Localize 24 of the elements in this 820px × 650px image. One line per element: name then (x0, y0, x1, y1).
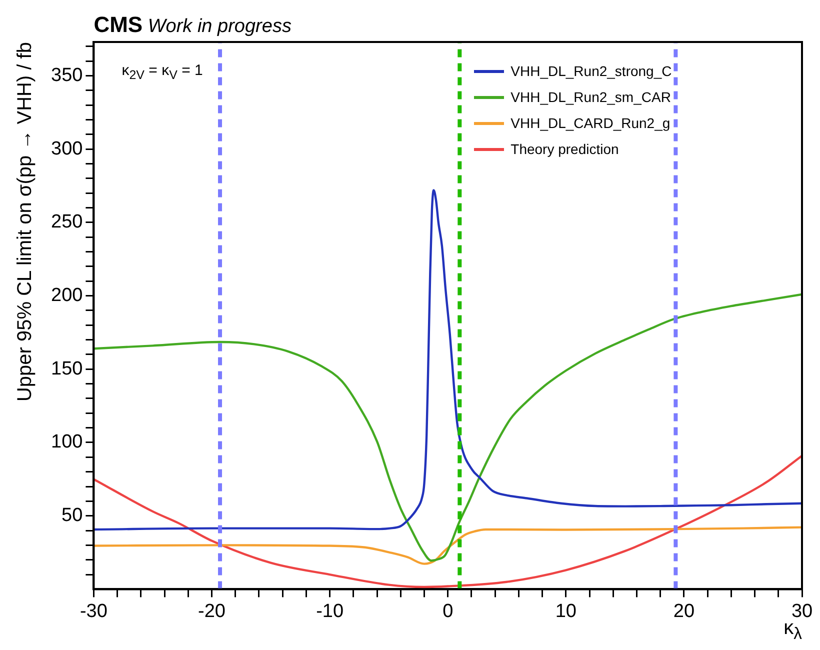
y-tick-label: 350 (51, 64, 83, 86)
x-tick-label: -10 (316, 600, 344, 622)
chart-subtitle: Work in progress (146, 16, 292, 37)
x-tick-label: 20 (673, 600, 695, 622)
y-tick-label: 100 (51, 432, 83, 453)
y-tick-label: 300 (51, 138, 83, 160)
x-tick-label: -30 (80, 600, 108, 622)
y-tick-label: 50 (62, 505, 83, 526)
x-tick-label: 10 (555, 600, 576, 622)
legend-label: VHH_DL_Run2_strong_C (510, 63, 672, 79)
annotation: κ$_{2V}$ = κ$_{V}$ = 1 (122, 62, 203, 82)
chart-title: CMS (94, 12, 143, 37)
y-tick-label: 200 (51, 285, 83, 306)
legend-label: VHH_DL_CARD_Run2_g (510, 115, 670, 131)
line-series (94, 293, 802, 562)
x-tick-label: 0 (442, 600, 454, 622)
y-axis-title: Upper 95% CL limit on σ(pp → VHH) / fb (14, 42, 37, 402)
line-series (94, 526, 802, 565)
legend-label: Theory prediction (510, 141, 619, 157)
y-tick-label: 150 (51, 358, 83, 380)
legend-label: VHH_DL_Run2_sm_CAR (510, 89, 671, 105)
y-tick-label: 250 (51, 212, 83, 233)
line-series (94, 189, 802, 531)
x-tick-label: -20 (198, 600, 226, 622)
